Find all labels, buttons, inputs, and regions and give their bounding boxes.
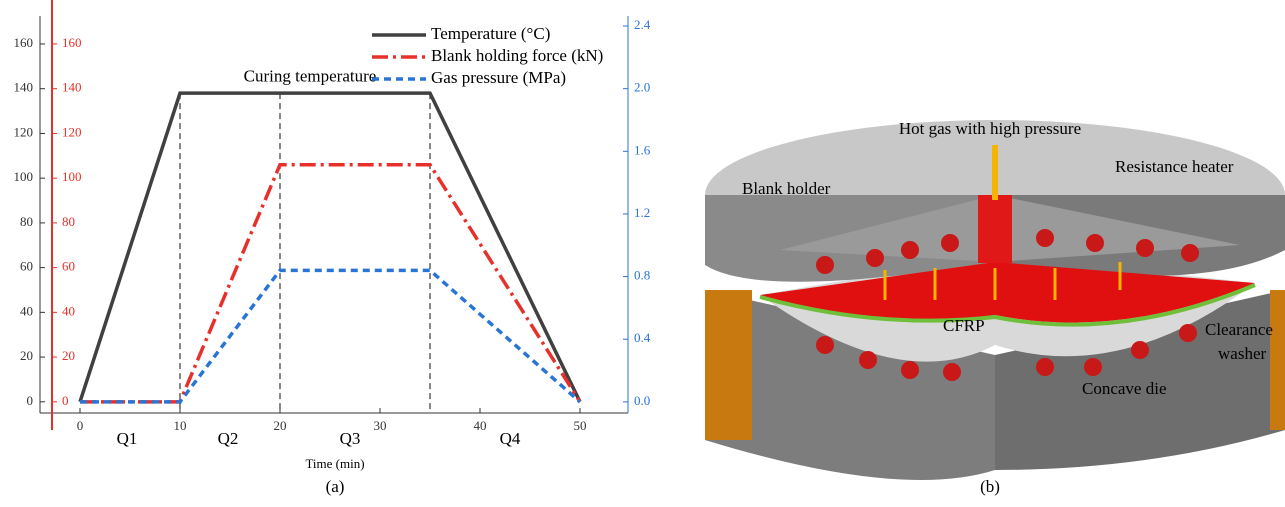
- x-tick-label: 0: [77, 418, 84, 433]
- y2-tick-label: 0.0: [634, 393, 650, 408]
- die-label: Concave die: [1082, 379, 1167, 398]
- panel-label: (b): [980, 477, 1000, 496]
- y-tick-label-red: 20: [62, 348, 75, 363]
- washer-label: washer: [1218, 344, 1266, 363]
- y2-tick-label: 0.4: [634, 330, 651, 345]
- y-tick-label-red: 160: [62, 35, 82, 50]
- y-tick-label-red: 120: [62, 124, 82, 139]
- cfrp-pressure-zone: [760, 262, 1255, 323]
- y2-tick-label: 1.2: [634, 205, 650, 220]
- washer-left: [705, 290, 752, 440]
- y-tick-label-red: 80: [62, 214, 75, 229]
- cfrp-sheet: [759, 283, 1256, 327]
- x-tick-label: 50: [574, 418, 587, 433]
- y-tick-label-red: 140: [62, 80, 82, 95]
- holder-label: Blank holder: [742, 179, 831, 198]
- y-tick-label-red: 0: [62, 393, 69, 408]
- y2-tick-label: 0.8: [634, 268, 650, 283]
- phase-label: Q1: [117, 429, 138, 448]
- y-tick-label: 40: [20, 303, 33, 318]
- y-tick-label-red: 60: [62, 259, 75, 274]
- legend-label: Temperature (°C): [431, 24, 550, 43]
- y-tick-label: 80: [20, 214, 33, 229]
- y-tick-label: 0: [27, 393, 34, 408]
- gas-inlet: [978, 195, 1012, 263]
- annotation: Curing temperature: [244, 66, 377, 85]
- y-tick-label: 160: [14, 35, 34, 50]
- panel-label: (a): [326, 477, 345, 496]
- y-tick-label: 20: [20, 348, 33, 363]
- x-tick-label: 40: [474, 418, 487, 433]
- x-tick-label: 20: [274, 418, 287, 433]
- washer-right: [1270, 290, 1285, 430]
- die-front-left: [705, 290, 995, 480]
- x-axis-label: Time (min): [305, 456, 364, 471]
- y2-tick-label: 1.6: [634, 142, 651, 157]
- gas-label: Hot gas with high pressure: [899, 119, 1081, 138]
- heater-label: Resistance heater: [1115, 157, 1234, 176]
- cfrp-label: CFRP: [943, 316, 985, 335]
- y-tick-label: 100: [14, 169, 34, 184]
- x-tick-label: 30: [374, 418, 387, 433]
- y2-tick-label: 2.4: [634, 17, 651, 32]
- legend-label: Gas pressure (MPa): [431, 68, 566, 87]
- y-tick-label: 120: [14, 124, 34, 139]
- y2-tick-label: 2.0: [634, 80, 650, 95]
- phase-label: Q3: [340, 429, 361, 448]
- y-tick-label: 60: [20, 259, 33, 274]
- diagram: Hot gas with high pressure Blank holder …: [705, 119, 1285, 496]
- phase-label: Q4: [500, 429, 521, 448]
- series-line: [78, 91, 582, 403]
- pressure-arrows: [883, 262, 1122, 300]
- series-line: [80, 268, 582, 404]
- y-tick-label: 140: [14, 80, 34, 95]
- washer-label: Clearance: [1205, 320, 1273, 339]
- legend-label: Blank holding force (kN): [431, 46, 603, 65]
- phase-label: Q2: [218, 429, 239, 448]
- series-line: [80, 162, 582, 404]
- x-tick-label: 10: [174, 418, 187, 433]
- heaters: [816, 229, 1199, 381]
- y-tick-label-red: 100: [62, 169, 82, 184]
- y-tick-label-red: 40: [62, 303, 75, 318]
- die-front-right: [995, 290, 1285, 470]
